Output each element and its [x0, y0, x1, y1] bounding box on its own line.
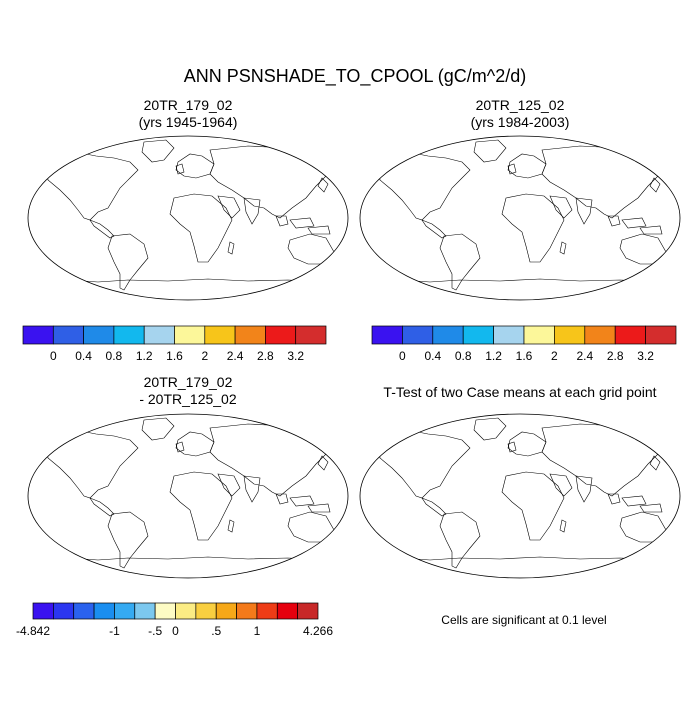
panel-title-case1-line1: 20TR_179_02	[144, 97, 233, 113]
colorbar-swatch	[433, 326, 463, 344]
colorbar-swatch	[372, 326, 402, 344]
colorbar-swatch	[257, 603, 277, 619]
colorbar-swatch	[23, 326, 53, 344]
colorbar-swatch	[296, 326, 326, 344]
colorbar-swatch	[135, 603, 155, 619]
colorbar-swatch	[216, 603, 236, 619]
colorbar-swatch	[84, 326, 114, 344]
colorbar-swatch	[235, 326, 265, 344]
colorbar-swatch	[494, 326, 524, 344]
colorbar-tick-label: 1.6	[166, 349, 183, 363]
map-case2	[360, 136, 680, 300]
map-case1	[28, 136, 348, 300]
colorbar-difference: -4.842 -1 -.5 0 .5 1 4.266	[16, 603, 333, 638]
colorbar-tick-label: 2	[201, 349, 208, 363]
colorbar-tick-label: 2.4	[576, 349, 593, 363]
colorbar-swatch	[53, 326, 83, 344]
colorbar-tick-label: .5	[211, 624, 221, 638]
colorbar-swatch	[298, 603, 318, 619]
colorbar-tick-label: 0.8	[106, 349, 123, 363]
colorbar-swatch	[205, 326, 235, 344]
colorbar-tick-label: 1.2	[485, 349, 502, 363]
colorbar-swatch	[74, 603, 94, 619]
colorbar-tick-label: -4.842	[16, 624, 50, 638]
panel-title-case1-line2: (yrs 1945-1964)	[139, 114, 238, 130]
colorbar-tick-label: 0	[172, 624, 179, 638]
colorbar-swatch	[237, 603, 257, 619]
map-difference	[28, 414, 348, 578]
colorbar-tick-label: 0.4	[75, 349, 92, 363]
colorbar-swatch	[524, 326, 554, 344]
panel-title-case2-line1: 20TR_125_02	[476, 97, 565, 113]
colorbar-swatch	[114, 326, 144, 344]
colorbar-tick-label: -.5	[148, 624, 162, 638]
panel-title-case2-line2: (yrs 1984-2003)	[471, 114, 570, 130]
colorbar-tick-label: 2	[551, 349, 558, 363]
colorbar-swatch	[176, 603, 196, 619]
colorbar-swatch	[114, 603, 134, 619]
colorbar-swatch	[402, 326, 432, 344]
ttest-note: Cells are significant at 0.1 level	[441, 613, 606, 627]
colorbar-swatch	[175, 326, 205, 344]
map-ttest	[360, 414, 680, 578]
colorbar-swatch	[155, 603, 175, 619]
colorbar-swatch	[265, 326, 295, 344]
colorbar-tick-label: 0	[399, 349, 406, 363]
figure-title: ANN PSNSHADE_TO_CPOOL (gC/m^2/d)	[184, 66, 527, 87]
colorbar-swatch	[196, 603, 216, 619]
panel-title-ttest: T-Test of two Case means at each grid po…	[383, 384, 656, 400]
colorbar-tick-label: 0	[50, 349, 57, 363]
colorbar-tick-label: -1	[109, 624, 120, 638]
panel-title-diff-line1: 20TR_179_02	[144, 374, 233, 390]
colorbar-swatch	[94, 603, 114, 619]
colorbar-swatch	[646, 326, 676, 344]
colorbar-tick-label: 3.2	[637, 349, 654, 363]
colorbar-tick-label: 1	[254, 624, 261, 638]
colorbar-swatch	[585, 326, 615, 344]
colorbar-swatch	[615, 326, 645, 344]
colorbar-tick-label: 3.2	[287, 349, 304, 363]
colorbar-tick-label: 0.8	[455, 349, 472, 363]
colorbar-tick-label: 0.4	[424, 349, 441, 363]
colorbar-swatch	[53, 603, 73, 619]
colorbar-swatch	[33, 603, 53, 619]
colorbar-swatch	[463, 326, 493, 344]
colorbar-tick-label: 4.266	[303, 624, 333, 638]
colorbar-tick-label: 1.6	[516, 349, 533, 363]
colorbar-tick-label: 2.4	[227, 349, 244, 363]
colorbar-swatch	[277, 603, 297, 619]
colorbar-tick-label: 1.2	[136, 349, 153, 363]
colorbar-tick-label: 2.8	[257, 349, 274, 363]
colorbar-swatch	[554, 326, 584, 344]
colorbar-case1: 0 0.4 0.8 1.2 1.6 2 2.4 2.8 3.2	[23, 326, 326, 363]
colorbar-case2: 0 0.4 0.8 1.2 1.6 2 2.4 2.8 3.2	[372, 326, 676, 363]
colorbar-tick-label: 2.8	[607, 349, 624, 363]
panel-title-diff-line2: - 20TR_125_02	[139, 391, 237, 407]
colorbar-swatch	[144, 326, 174, 344]
